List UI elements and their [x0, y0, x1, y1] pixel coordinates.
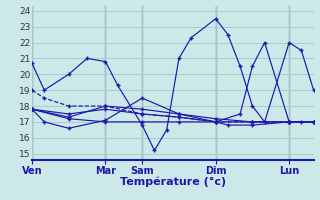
- X-axis label: Température (°c): Température (°c): [120, 177, 226, 187]
